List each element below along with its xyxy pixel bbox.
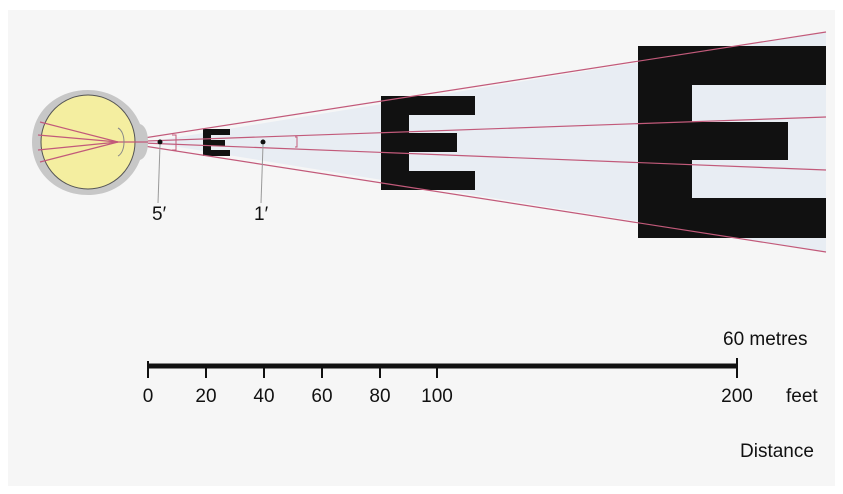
tick-label-80: 80 (369, 386, 391, 407)
tick-label-40: 40 (253, 386, 275, 407)
five-minute-label: 5′ (152, 204, 167, 225)
tick-label-200: 200 (721, 386, 753, 407)
letter-e-large (638, 46, 826, 238)
tick-label-0: 0 (142, 386, 154, 407)
feet-unit-label: feet (786, 386, 818, 407)
tick-label-100: 100 (421, 386, 453, 407)
angle-markers (172, 134, 298, 151)
distance-scale (147, 358, 738, 378)
sight-rays (117, 31, 827, 253)
eye-icon (32, 90, 148, 195)
letter-e-medium (381, 96, 475, 190)
metres-label: 60 metres (723, 329, 808, 350)
distance-label: Distance (740, 441, 814, 462)
angle-pointers (157, 139, 266, 204)
tick-label-60: 60 (311, 386, 333, 407)
one-minute-label: 1′ (254, 204, 269, 225)
letter-e-small (203, 129, 230, 156)
tick-label-20: 20 (195, 386, 217, 407)
